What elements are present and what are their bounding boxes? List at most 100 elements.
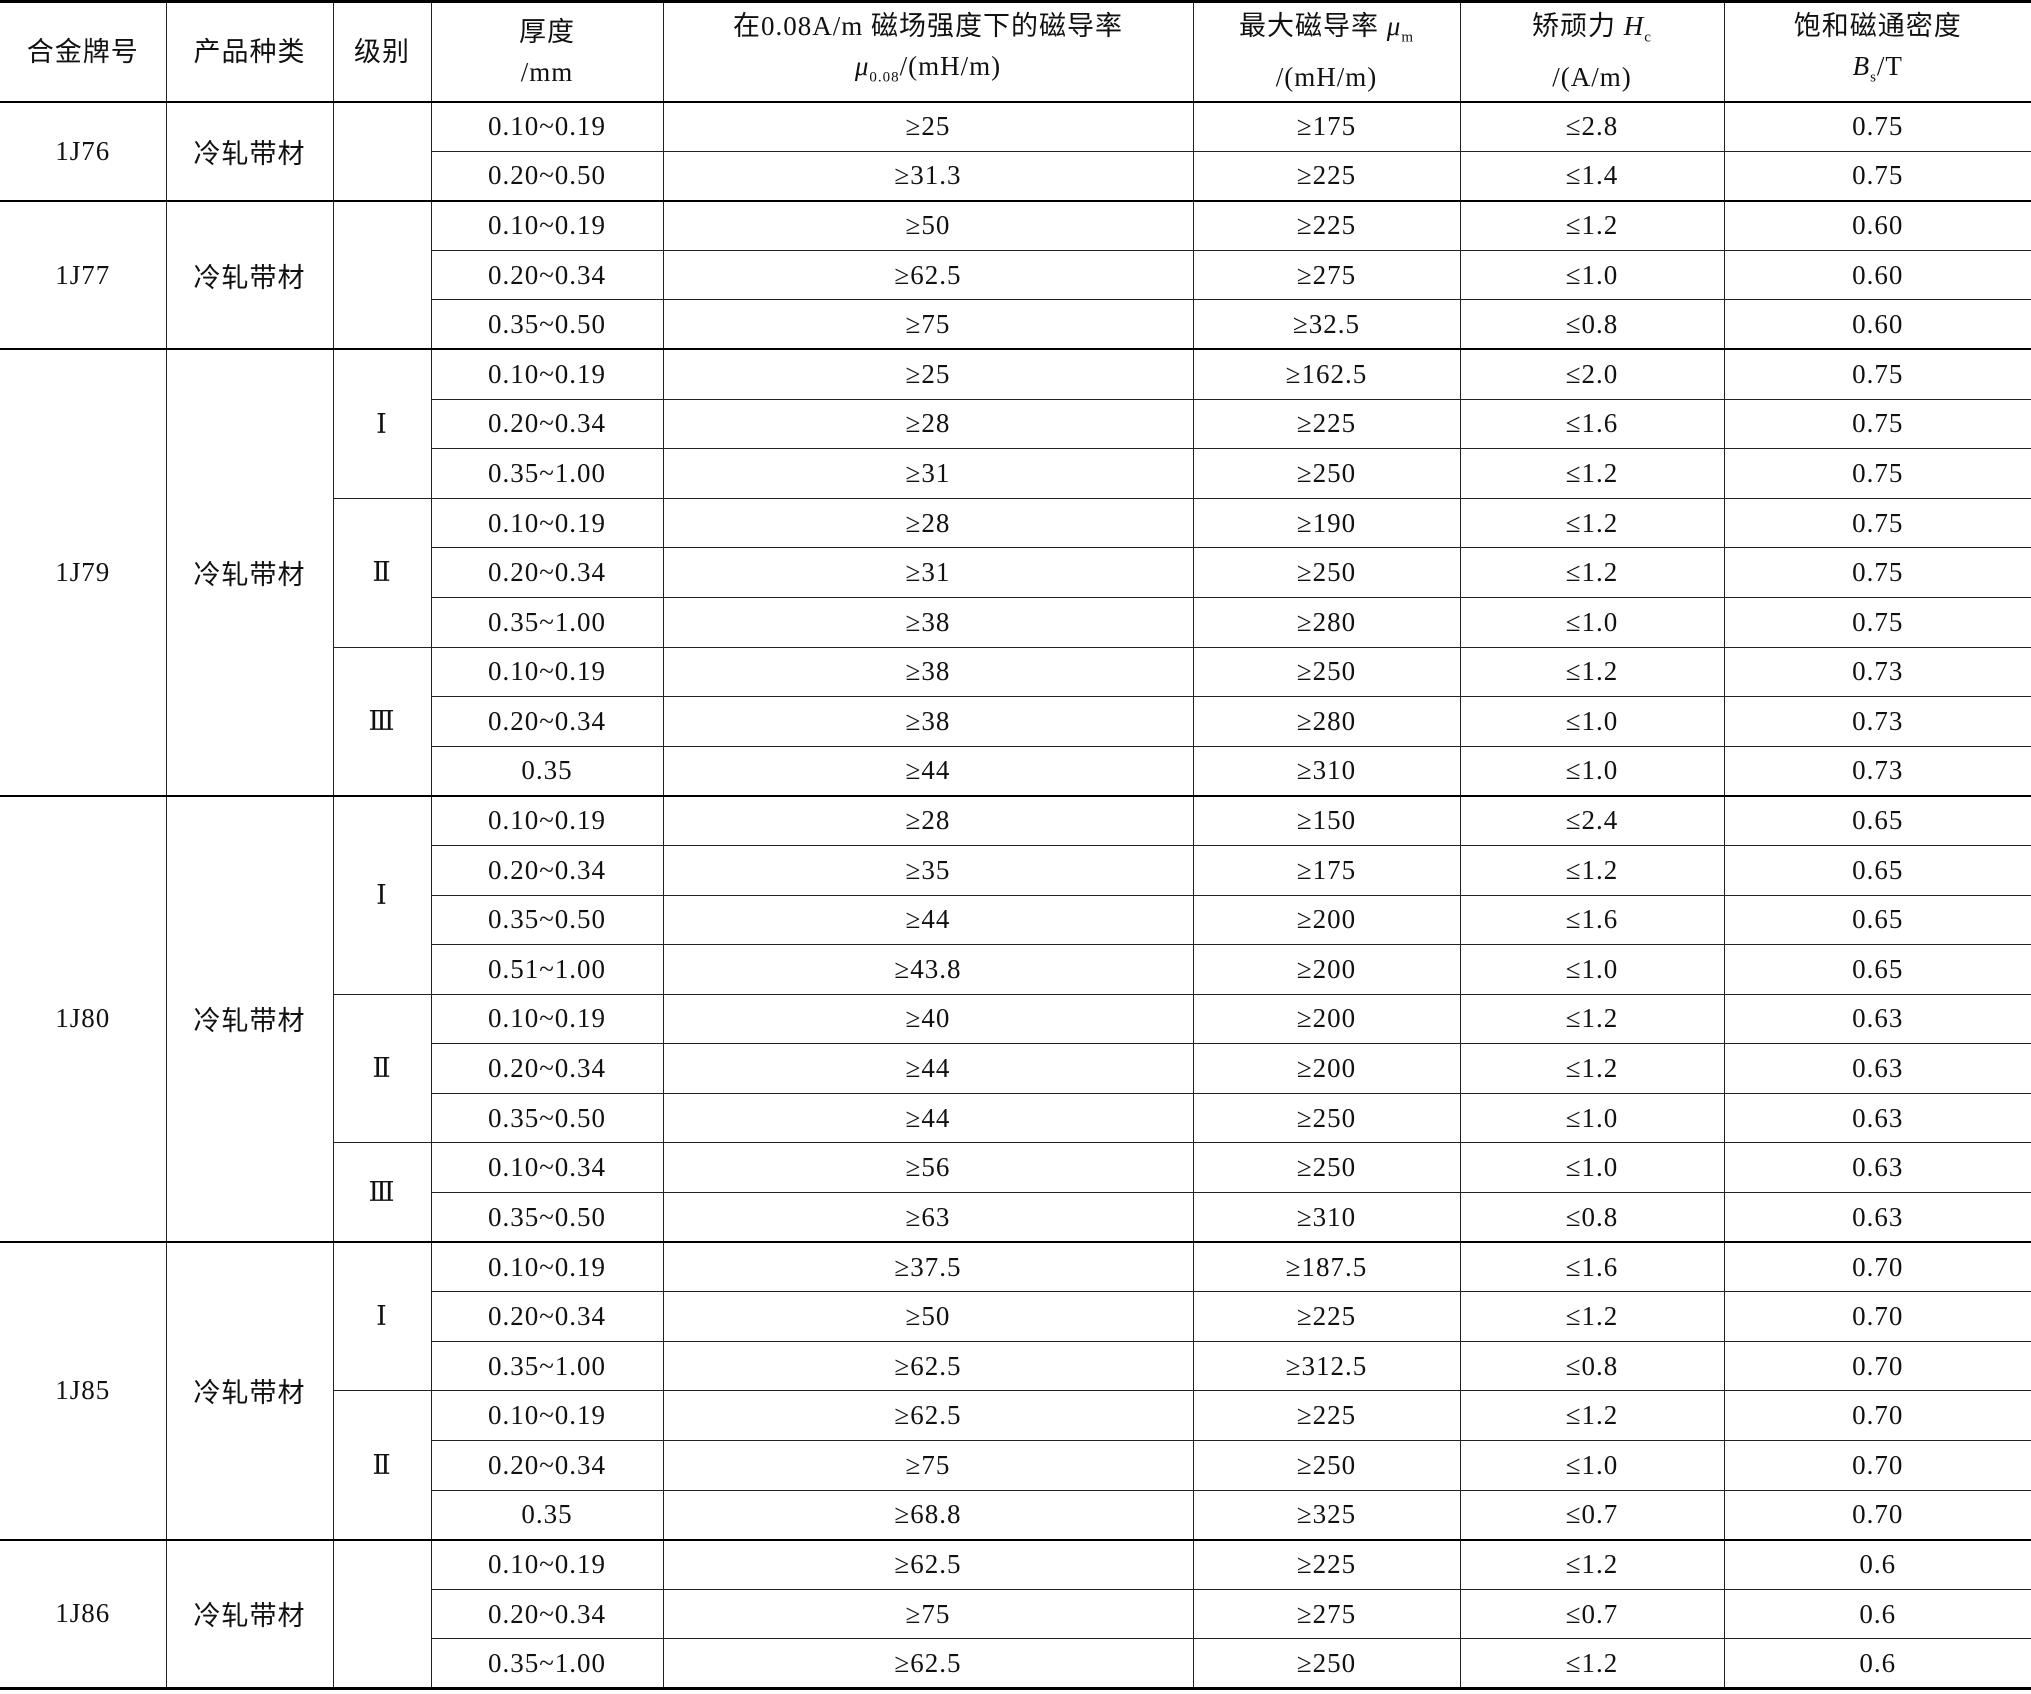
data-cell: ≥44 xyxy=(662,1092,1194,1144)
data-cell: ≥250 xyxy=(1192,448,1461,499)
table-row: 0.35~1.00 ≥62.5 ≥250 ≤1.2 0.6 xyxy=(0,1638,2031,1690)
data-cell: 0.65 xyxy=(1723,894,2031,946)
data-cell: ≥250 xyxy=(1192,1142,1461,1194)
header-text: 在0.08A/m 磁场强度下的磁导率 xyxy=(732,11,1123,42)
data-cell: ≥43.8 xyxy=(662,944,1194,995)
data-cell: ≥175 xyxy=(1192,100,1461,152)
header-line: 最大磁导率 μm xyxy=(1194,6,1460,57)
data-cell: ≤1.2 xyxy=(1459,993,1725,1045)
data-cell: 0.75 xyxy=(1723,150,2031,202)
data-cell: 0.35~1.00 xyxy=(431,448,664,499)
data-cell: ≤1.2 xyxy=(1459,646,1725,698)
grade-cell xyxy=(332,100,432,202)
data-cell: 0.10~0.19 xyxy=(430,1538,664,1590)
data-cell: ≤0.7 xyxy=(1459,1489,1725,1541)
data-cell: 0.10~0.34 xyxy=(430,1142,664,1194)
data-cell: ≥75 xyxy=(662,299,1194,350)
data-cell: ≤1.0 xyxy=(1459,1440,1725,1491)
data-cell: 0.35~1.00 xyxy=(431,1638,664,1690)
header-line: 在0.08A/m 磁场强度下的磁导率 xyxy=(664,6,1193,46)
header-text: 矫顽力 xyxy=(1532,11,1624,42)
data-cell: 0.75 xyxy=(1723,497,2031,549)
data-cell: ≥38 xyxy=(662,696,1194,747)
data-cell: ≥275 xyxy=(1192,1588,1461,1640)
data-cell: 0.35 xyxy=(431,745,664,797)
header-line: /(A/m) xyxy=(1461,57,1724,97)
data-cell: ≥150 xyxy=(1192,794,1461,846)
data-cell: 0.20~0.34 xyxy=(431,844,664,896)
data-cell: 0.60 xyxy=(1723,249,2031,301)
header-text: 合金牌号 xyxy=(26,36,139,67)
data-cell: ≥37.5 xyxy=(662,1241,1194,1293)
table-row: 0.20~0.50 ≥31.3 ≥225 ≤1.4 0.75 xyxy=(0,150,2031,202)
data-cell: ≤1.0 xyxy=(1459,596,1725,648)
table-row: 0.35~1.00 ≥31 ≥250 ≤1.2 0.75 xyxy=(0,448,2031,499)
data-cell: 0.20~0.34 xyxy=(431,1043,664,1094)
data-cell: ≥25 xyxy=(662,348,1194,400)
header-text: B xyxy=(1852,51,1871,82)
data-cell: 0.65 xyxy=(1723,844,2031,896)
data-cell: 0.70 xyxy=(1723,1390,2031,1442)
data-cell: 0.75 xyxy=(1723,398,2031,450)
data-cell: ≥250 xyxy=(1192,1638,1461,1690)
data-cell: 0.65 xyxy=(1723,944,2031,995)
data-cell: ≥62.5 xyxy=(662,1390,1194,1442)
data-cell: ≤1.2 xyxy=(1459,1638,1725,1690)
data-cell: ≤1.2 xyxy=(1459,1043,1725,1094)
header-cell: 产品种类 xyxy=(165,0,334,102)
data-cell: ≥62.5 xyxy=(662,1638,1194,1690)
header-cell: 级别 xyxy=(332,0,432,102)
data-cell: 0.6 xyxy=(1723,1638,2031,1690)
table-row: 0.35~0.50 ≥63 ≥310 ≤0.8 0.63 xyxy=(0,1192,2031,1243)
data-cell: ≥44 xyxy=(662,745,1194,797)
data-cell: 0.73 xyxy=(1723,745,2031,797)
data-cell: 0.75 xyxy=(1723,596,2031,648)
data-cell: ≥325 xyxy=(1192,1489,1461,1541)
data-cell: 0.6 xyxy=(1723,1538,2031,1590)
data-cell: ≥225 xyxy=(1192,1390,1461,1442)
header-text: 最大磁导率 xyxy=(1239,11,1387,42)
table-row: 0.20~0.34 ≥75 ≥250 ≤1.0 0.70 xyxy=(0,1440,2031,1491)
data-cell: 0.20~0.34 xyxy=(431,696,664,747)
data-cell: 0.70 xyxy=(1723,1440,2031,1491)
header-text: /(A/m) xyxy=(1552,62,1632,93)
header-text: μ xyxy=(1386,11,1402,42)
data-cell: ≤1.0 xyxy=(1459,696,1725,747)
header-text: 产品种类 xyxy=(193,36,306,67)
data-cell: 0.10~0.19 xyxy=(430,993,664,1045)
data-cell: ≥200 xyxy=(1192,944,1461,995)
data-cell: 0.20~0.50 xyxy=(431,150,664,202)
data-cell: ≤1.2 xyxy=(1459,1390,1725,1442)
table-row: 0.35~1.00 ≥62.5 ≥312.5 ≤0.8 0.70 xyxy=(0,1340,2031,1392)
data-cell: ≤0.8 xyxy=(1459,299,1725,350)
data-cell: ≥62.5 xyxy=(662,249,1194,301)
data-cell: 0.35~0.50 xyxy=(431,894,664,946)
header-text: c xyxy=(1644,29,1652,46)
header-text: 级别 xyxy=(354,36,410,67)
table-row: 0.20~0.34 ≥35 ≥175 ≤1.2 0.65 xyxy=(0,844,2031,896)
table-row: 0.35~0.50 ≥75 ≥32.5 ≤0.8 0.60 xyxy=(0,299,2031,350)
data-cell: 0.35 xyxy=(431,1489,664,1541)
grade-cell: Ⅱ xyxy=(333,1390,432,1541)
data-cell: 0.75 xyxy=(1723,348,2031,400)
grade-cell: Ⅲ xyxy=(333,1142,432,1243)
header-text: 0.08 xyxy=(869,69,900,86)
data-cell: ≥63 xyxy=(662,1192,1194,1243)
data-cell: ≤0.7 xyxy=(1459,1588,1725,1640)
data-cell: 0.63 xyxy=(1723,1043,2031,1094)
data-cell: ≤2.0 xyxy=(1459,348,1725,400)
data-cell: ≥50 xyxy=(662,199,1194,251)
data-cell: ≥280 xyxy=(1192,596,1461,648)
data-cell: ≥35 xyxy=(662,844,1194,896)
data-cell: 0.70 xyxy=(1723,1340,2031,1392)
grade-cell: Ⅰ xyxy=(332,1241,432,1392)
data-cell: ≥190 xyxy=(1192,497,1461,549)
data-cell: ≥275 xyxy=(1192,249,1461,301)
grade-cell: Ⅰ xyxy=(332,348,432,499)
data-cell: ≥187.5 xyxy=(1192,1241,1461,1293)
data-cell: ≤1.2 xyxy=(1459,844,1725,896)
product-cell: 冷轧带材 xyxy=(165,348,334,797)
header-cell: 厚度/mm xyxy=(430,0,664,102)
data-cell: ≥25 xyxy=(662,100,1194,152)
